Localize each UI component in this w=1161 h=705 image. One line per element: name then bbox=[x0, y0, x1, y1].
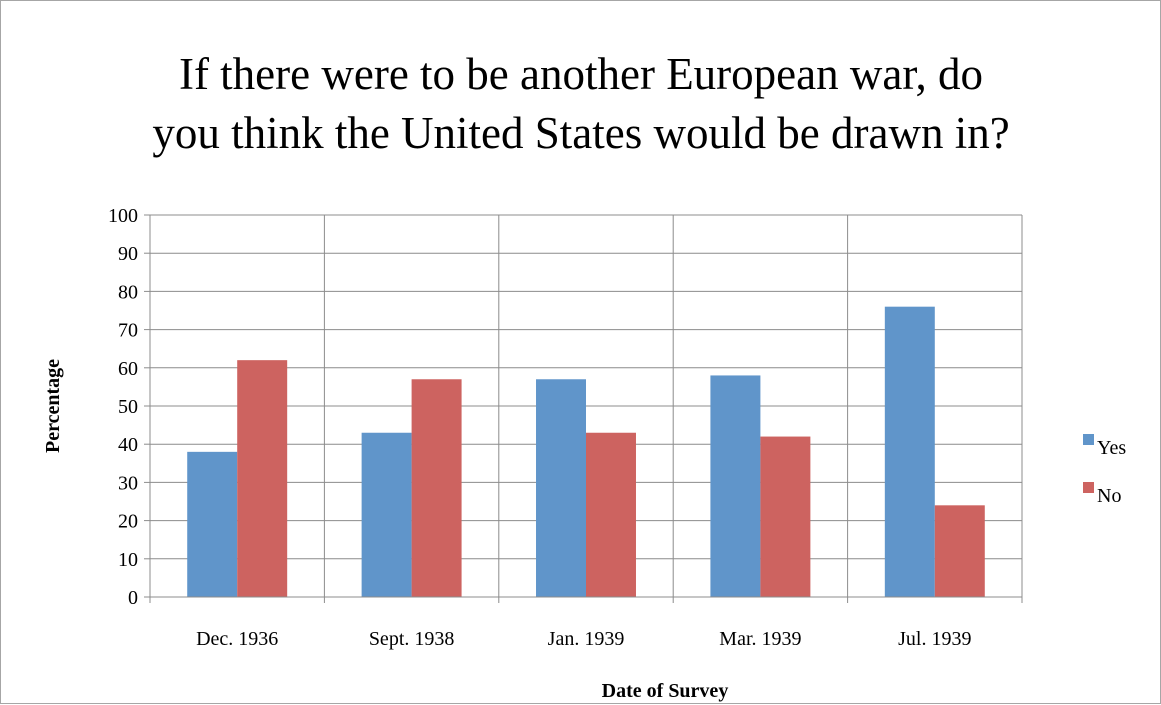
bar-no-0 bbox=[237, 360, 288, 597]
bars bbox=[187, 306, 985, 597]
bar-no-4 bbox=[934, 505, 985, 597]
y-tick-label: 80 bbox=[118, 281, 138, 303]
bar-yes-4 bbox=[884, 306, 935, 597]
y-tick-label: 0 bbox=[128, 587, 138, 609]
x-tick-label: Sept. 1938 bbox=[369, 628, 455, 650]
chart-title: If there were to be another European war… bbox=[152, 49, 1009, 158]
x-tick-labels: Dec. 1936 Sept. 1938 Jan. 1939 Mar. 1939 Jul… bbox=[196, 628, 971, 650]
y-tick-label: 100 bbox=[108, 205, 138, 227]
y-tick-labels: 0 10 20 30 40 50 60 70 80 90 100 bbox=[108, 205, 138, 609]
bar-yes-0 bbox=[187, 451, 238, 597]
legend-label-yes: Yes bbox=[1097, 437, 1126, 459]
chart-title-line-1: If there were to be another European war… bbox=[179, 49, 983, 99]
chart-title-line-2: you think the United States would be dra… bbox=[152, 108, 1009, 158]
x-tick-label: Jan. 1939 bbox=[548, 628, 625, 650]
bar-no-2 bbox=[586, 432, 636, 597]
legend-swatch-yes bbox=[1083, 434, 1094, 445]
legend-label-no: No bbox=[1097, 485, 1121, 507]
y-tick-label: 60 bbox=[118, 358, 138, 380]
y-tick-label: 30 bbox=[118, 472, 138, 494]
bar-yes-3 bbox=[710, 375, 761, 597]
y-tick-label: 40 bbox=[118, 434, 138, 456]
x-tick-label: Jul. 1939 bbox=[898, 628, 971, 650]
legend: Yes No bbox=[1083, 434, 1126, 507]
axes bbox=[144, 214, 1023, 603]
y-tick-label: 70 bbox=[118, 320, 138, 342]
x-axis-title: Date of Survey bbox=[602, 680, 729, 702]
y-tick-label: 20 bbox=[118, 511, 138, 533]
x-tick-label: Mar. 1939 bbox=[719, 628, 801, 650]
y-tick-label: 10 bbox=[118, 549, 138, 571]
bar-yes-1 bbox=[361, 432, 412, 597]
bar-yes-2 bbox=[536, 379, 586, 597]
y-tick-label: 50 bbox=[118, 396, 138, 418]
x-tick-label: Dec. 1936 bbox=[196, 628, 278, 650]
legend-swatch-no bbox=[1083, 482, 1094, 493]
bar-no-3 bbox=[760, 436, 811, 597]
bar-no-1 bbox=[411, 379, 462, 597]
y-axis-title: Percentage bbox=[42, 359, 64, 453]
y-tick-label: 90 bbox=[118, 243, 138, 265]
